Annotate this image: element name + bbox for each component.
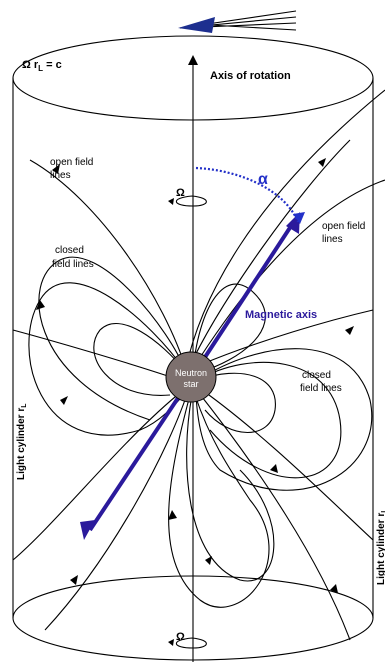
- open-field-lines-left-label-2: lines: [50, 170, 71, 181]
- rotation-curl-top: [168, 195, 207, 207]
- closed-field-lines-right-label-2: field lines: [300, 383, 342, 394]
- closed-loop-left-large: [28, 282, 187, 436]
- neutron-star: [165, 351, 217, 403]
- magnetic-axis-label: Magnetic axis: [245, 309, 317, 321]
- closed-field-lines-left-label-2: field lines: [52, 259, 94, 270]
- closed-loop-right-mid: [197, 361, 342, 479]
- closed-loop-top: [192, 283, 266, 373]
- neutron-star-label-1: Neutron: [175, 368, 207, 378]
- closed-loop-bottom-a: [168, 394, 270, 608]
- alpha-label: α: [258, 171, 268, 188]
- light-cylinder-condition-label: Ω rL = c: [22, 59, 62, 73]
- closed-loop-right-large: [195, 348, 373, 491]
- open-field-lines-right-label-1: open field: [322, 221, 365, 232]
- omega-top-label: Ω: [176, 187, 185, 199]
- omega-bottom-label: Ω: [176, 631, 185, 643]
- axis-of-rotation-label: Axis of rotation: [210, 70, 291, 82]
- closed-field-lines: [28, 256, 373, 608]
- closed-loop-right-small: [197, 372, 276, 433]
- closed-loop-left-mid: [38, 256, 187, 421]
- rotation-curl-bottom: [168, 637, 207, 649]
- field-line-arrows: [36, 158, 354, 593]
- closed-field-lines-left-label-1: closed: [55, 245, 84, 256]
- alpha-arc-arrowhead: [293, 212, 305, 224]
- top-blue-arrow: [178, 17, 215, 33]
- open-field-lines-left-label-1: open field: [50, 157, 93, 168]
- alpha-arc: [195, 166, 300, 223]
- open-field-lines: [12, 89, 385, 641]
- neutron-star-label-2: star: [183, 379, 198, 389]
- closed-field-lines-right-label-1: closed: [302, 370, 331, 381]
- closed-loop-left-small: [93, 323, 187, 396]
- light-cylinder-right-label: Light cylinder rL: [376, 508, 385, 585]
- closed-loop-bottom-b: [186, 394, 275, 582]
- top-rotation-ribbon: [178, 10, 297, 33]
- open-field-lines-right-label-2: lines: [322, 234, 343, 245]
- light-cylinder-left-label: Light cylinder rL: [16, 403, 28, 480]
